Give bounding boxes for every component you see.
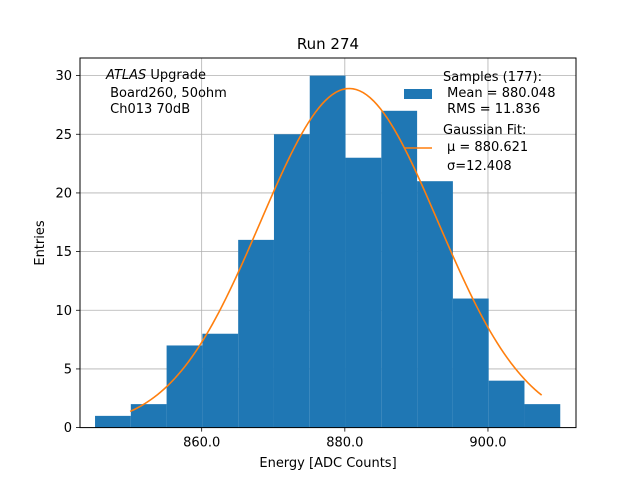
annotation-line-3: Ch013 70dB xyxy=(106,102,190,117)
legend: Samples (177): Mean = 880.048 RMS = 11.8… xyxy=(404,70,555,174)
legend-samples-line-1: Samples (177): xyxy=(443,70,542,85)
histogram-bar xyxy=(381,110,418,428)
y-tick-label: 25 xyxy=(55,128,72,143)
x-tick-label: 880.0 xyxy=(326,436,363,451)
y-tick-label: 20 xyxy=(55,186,72,201)
legend-fit-line-2: μ = 880.621 xyxy=(447,140,528,155)
histogram-bar xyxy=(488,380,525,428)
x-axis-label: Energy [ADC Counts] xyxy=(259,456,396,471)
gaussian-fit-curve xyxy=(129,87,543,413)
histogram-bar xyxy=(452,298,489,428)
histogram-bar xyxy=(166,345,203,428)
histogram-bars xyxy=(95,75,561,428)
annotation-box: ATLAS Upgrade Board260, 50ohm Ch013 70dB xyxy=(105,68,227,117)
histogram-bar xyxy=(417,181,453,428)
legend-samples-swatch xyxy=(404,89,432,99)
legend-samples-line-3: RMS = 11.836 xyxy=(443,102,540,117)
histogram-bar xyxy=(238,239,274,428)
histogram-bar xyxy=(130,404,167,428)
chart-title: Run 274 xyxy=(297,35,359,53)
plot-frame xyxy=(79,57,577,429)
y-axis-label: Entries xyxy=(33,220,48,266)
x-axis-ticks: 860.0 880.0 900.0 xyxy=(183,427,507,451)
annotation-line-2: Board260, 50ohm xyxy=(106,86,227,101)
histogram-bar xyxy=(309,75,346,428)
legend-samples-line-2: Mean = 880.048 xyxy=(443,86,555,101)
histogram-bar xyxy=(202,333,239,428)
y-tick-label: 10 xyxy=(55,304,72,319)
y-axis-ticks: 0 5 10 15 20 25 30 xyxy=(55,69,80,436)
y-tick-label: 0 xyxy=(64,421,72,436)
y-tick-label: 30 xyxy=(55,69,72,84)
histogram-bar xyxy=(345,157,382,428)
x-tick-label: 860.0 xyxy=(183,436,220,451)
histogram-bar xyxy=(95,415,131,428)
histogram-bar xyxy=(273,134,310,428)
histogram-bar xyxy=(524,404,561,428)
legend-fit-line-1: Gaussian Fit: xyxy=(443,123,526,138)
y-tick-label: 5 xyxy=(64,362,72,377)
annotation-line-1: ATLAS Upgrade xyxy=(105,68,206,83)
x-tick-label: 900.0 xyxy=(469,436,506,451)
legend-fit-line-3: σ=12.408 xyxy=(447,159,512,174)
y-tick-label: 15 xyxy=(55,245,72,260)
